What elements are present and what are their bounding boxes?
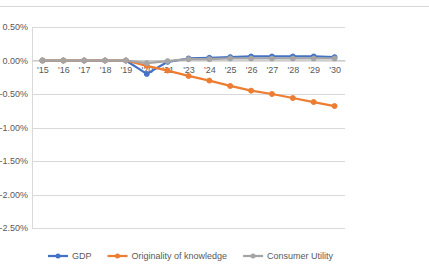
marker (61, 58, 66, 63)
y-tick-label: -2.00% (0, 190, 28, 200)
marker (165, 59, 170, 64)
x-tick: '27 (267, 61, 279, 75)
x-tick: '23 (183, 61, 195, 75)
marker (82, 58, 87, 63)
x-tick-label: '16 (58, 65, 70, 75)
y-tick-label: -0.50% (0, 89, 28, 99)
grid-line (32, 128, 345, 129)
x-tick: '30 (329, 61, 341, 75)
x-tick: '24 (204, 61, 216, 75)
y-tick: -2.50% (0, 223, 32, 233)
marker (82, 58, 87, 63)
y-tick-label: 0.50% (2, 22, 28, 32)
marker (186, 56, 191, 61)
marker (269, 92, 274, 97)
marker (249, 56, 254, 61)
marker (228, 83, 233, 88)
y-tick: -0.50% (0, 89, 32, 99)
x-tick-label: '30 (329, 65, 341, 75)
grid-line (32, 195, 345, 196)
marker (40, 58, 45, 63)
legend: GDP Originality of knowledge Consumer Util… (48, 251, 334, 261)
marker (311, 100, 316, 105)
x-tick: '29 (308, 61, 320, 75)
marker (290, 96, 295, 101)
marker (103, 58, 108, 63)
marker (269, 56, 274, 61)
x-tick-label: '25 (225, 65, 237, 75)
marker (103, 58, 108, 63)
legend-label: Originality of knowledge (132, 251, 228, 261)
legend-label: Consumer Utility (267, 251, 334, 261)
x-tick-label: '26 (246, 65, 258, 75)
y-tick-label: -1.50% (0, 156, 28, 166)
grid-line (32, 161, 345, 162)
y-tick: -2.00% (0, 190, 32, 200)
y-tick-label: 0.00% (2, 56, 28, 66)
x-tick-label: '27 (267, 65, 279, 75)
y-tick-label: -1.00% (0, 123, 28, 133)
grid-line (32, 27, 345, 28)
grid-line (32, 94, 345, 95)
marker (332, 56, 337, 61)
x-tick-label: '29 (308, 65, 320, 75)
marker (123, 58, 128, 63)
plot-area (40, 54, 337, 109)
y-tick: 0.50% (2, 22, 32, 32)
marker (186, 73, 191, 78)
legend-item: GDP (48, 251, 92, 261)
y-axis-line (32, 28, 33, 229)
x-tick: '28 (287, 61, 299, 75)
marker (165, 68, 170, 73)
marker (249, 88, 254, 93)
grid-line (32, 228, 345, 229)
y-axis: 0.50% 0.00% -0.50% -1.00% -1.50% -2.00% -2.50% (0, 22, 33, 233)
marker (144, 61, 149, 66)
marker (332, 104, 337, 109)
chart: 0.50% 0.00% -0.50% -1.00% -1.50% -2.00% -2.50%… (0, 0, 429, 278)
legend-item: Originality of knowledge (108, 251, 228, 261)
marker (103, 58, 108, 63)
marker (123, 58, 128, 63)
x-tick-label: '19 (121, 65, 133, 75)
marker (165, 59, 170, 64)
y-tick: 0.00% (2, 56, 32, 66)
frame-line (0, 6, 429, 7)
marker (40, 58, 45, 63)
marker (40, 58, 45, 63)
x-axis: '15'16'17'18'19'20'21'23'24'25'26'27'28'… (33, 61, 346, 75)
legend-marker (251, 254, 256, 259)
grid (32, 28, 345, 229)
series-line (42, 61, 334, 107)
marker (123, 58, 128, 63)
marker (290, 56, 295, 61)
marker (61, 58, 66, 63)
x-tick-label: '28 (287, 65, 299, 75)
y-tick: -1.00% (0, 123, 32, 133)
legend-marker (115, 254, 120, 259)
x-tick-label: '24 (204, 65, 216, 75)
markers (40, 56, 337, 66)
legend-marker (56, 254, 61, 259)
legend-label: GDP (72, 251, 92, 261)
x-tick-label: '15 (37, 65, 49, 75)
y-tick-label: -2.50% (0, 223, 28, 233)
x-tick-label: '18 (100, 65, 112, 75)
x-tick: '26 (246, 61, 258, 75)
marker (228, 56, 233, 61)
marker (311, 56, 316, 61)
marker (61, 58, 66, 63)
legend-item: Consumer Utility (243, 251, 334, 261)
x-tick-label: '17 (79, 65, 91, 75)
marker (82, 58, 87, 63)
marker (144, 71, 149, 76)
marker (207, 57, 212, 62)
x-tick: '25 (225, 61, 237, 75)
marker (207, 78, 212, 83)
marker (186, 57, 191, 62)
y-tick: -1.50% (0, 156, 32, 166)
markers (40, 58, 337, 109)
series-line (42, 56, 334, 73)
